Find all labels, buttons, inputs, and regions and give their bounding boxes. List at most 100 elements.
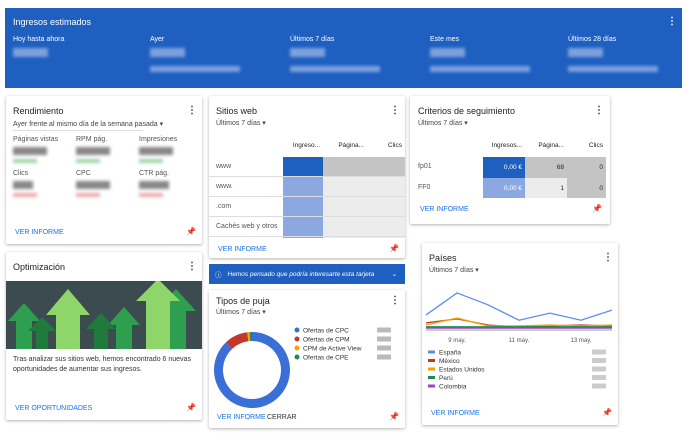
- criterios-card: Criterios de seguimiento ⋮ Últimos 7 día…: [410, 96, 610, 224]
- column-header[interactable]: Página...: [538, 141, 564, 149]
- puja-card: Tipos de puja ⋮ Últimos 7 días Ofertas d…: [209, 290, 405, 428]
- blurred-value: [592, 366, 606, 372]
- row-label: fp01: [418, 163, 432, 170]
- row-label: www.: [216, 183, 233, 190]
- cell: 0: [567, 157, 606, 178]
- cell: 0,00 €: [483, 157, 525, 178]
- legend-label: España: [439, 350, 461, 357]
- legend-label: Estados Unidos: [439, 367, 485, 374]
- card-title: Rendimiento: [13, 106, 64, 116]
- sitios-card: Sitios web ⋮ Últimos 7 días Ingreso... P…: [209, 96, 405, 258]
- illustration: [6, 281, 202, 349]
- period: Hoy hasta ahora: [13, 36, 65, 43]
- metric-label: Impresiones: [139, 136, 178, 143]
- menu[interactable]: ⋮: [390, 105, 400, 116]
- pie-slice: [247, 332, 251, 342]
- blurred-value: [377, 354, 391, 360]
- card-title: Optimización: [13, 262, 66, 272]
- period: Últimos 7 días: [290, 36, 335, 43]
- period: Últimos 28 días: [568, 36, 617, 43]
- banner-title: Ingresos estimados: [13, 17, 92, 27]
- pin[interactable]: 📌: [602, 408, 612, 417]
- legend-swatch: [294, 327, 300, 333]
- legend-swatch: [428, 359, 435, 362]
- series-line: [425, 317, 613, 327]
- menu[interactable]: ⋮: [594, 105, 604, 116]
- cell: 0: [567, 178, 606, 198]
- metric-label: CTR pág.: [139, 170, 169, 177]
- legend-label: CPM de Active View: [303, 346, 362, 353]
- column-header[interactable]: Ingresos...: [491, 141, 522, 149]
- pin[interactable]: 📌: [389, 244, 399, 253]
- selector[interactable]: Últimos 7 días: [216, 119, 266, 127]
- cell: 0,00 €: [483, 178, 525, 198]
- column-header[interactable]: Clics: [387, 141, 402, 149]
- x-tick-label: 9 may.: [448, 338, 466, 344]
- pin[interactable]: 📌: [592, 204, 602, 213]
- metric-label: Páginas vistas: [13, 136, 59, 143]
- link[interactable]: VER INFORME: [420, 206, 469, 213]
- legend-swatch: [428, 384, 435, 388]
- link[interactable]: VER INFORME: [217, 414, 266, 421]
- legend-label: Colombia: [439, 384, 467, 391]
- selector[interactable]: Ayer frente al mismo día de la semana pa…: [13, 120, 163, 128]
- x-tick-label: 13 may.: [571, 338, 592, 344]
- blurred-value: [592, 358, 606, 363]
- blurred-value: [592, 349, 606, 355]
- menu[interactable]: ⋮: [603, 252, 613, 263]
- card-title: Tipos de puja: [216, 296, 270, 306]
- column-header[interactable]: Ingreso...: [292, 141, 320, 149]
- period: Ayer: [150, 36, 165, 43]
- legend-swatch: [294, 336, 300, 342]
- blurred-value: [377, 336, 391, 342]
- card-title: Países: [429, 253, 457, 263]
- banner: Ingresos estimados ⋮ Hoy hasta ahora Aye…: [5, 8, 682, 88]
- notice[interactable]: ⓘ Hemos pensado que podría interesarte es…: [209, 264, 405, 284]
- selector[interactable]: Últimos 7 días: [418, 119, 468, 127]
- link[interactable]: VER INFORME: [431, 410, 480, 417]
- menu[interactable]: ⋮: [667, 16, 677, 27]
- optimizacion-card: Optimización ⋮ Tras analizar sus sitios …: [6, 252, 202, 420]
- link[interactable]: VER INFORME: [218, 246, 267, 253]
- blurred-value: [592, 375, 606, 380]
- row-label: .com: [216, 203, 232, 210]
- column-header[interactable]: Página...: [338, 141, 364, 149]
- row-label: Cachés web y otros: [216, 223, 278, 230]
- pin[interactable]: 📌: [186, 403, 196, 412]
- column-header[interactable]: Clics: [588, 141, 603, 149]
- pie-chart: Ofertas de CPC Ofertas de CPM CPM de Activ…: [214, 327, 391, 408]
- menu[interactable]: ⋮: [390, 295, 400, 306]
- legend-swatch: [294, 354, 300, 360]
- legend-label: Perú: [439, 375, 453, 382]
- menu[interactable]: ⋮: [187, 261, 197, 272]
- metric-label: CPC: [76, 170, 91, 177]
- notice-text: Hemos pensado que podría interesarte est…: [227, 270, 375, 278]
- cell: 1: [525, 178, 567, 198]
- menu[interactable]: ⋮: [187, 105, 197, 116]
- button[interactable]: CERRAR: [267, 414, 297, 421]
- selector[interactable]: Últimos 7 días: [429, 266, 479, 274]
- legend-swatch: [428, 350, 435, 354]
- x-tick-label: 11 may.: [509, 338, 530, 344]
- row-label: www: [216, 163, 232, 170]
- paises-card: Países ⋮ Últimos 7 días 9 may. 11 may. 13 …: [422, 243, 618, 425]
- description: Tras analizar sus sitios web, hemos enco…: [13, 356, 191, 373]
- period: Este mes: [430, 36, 460, 43]
- legend-label: Ofertas de CPM: [303, 337, 350, 344]
- pin[interactable]: 📌: [389, 412, 399, 421]
- blurred-value: [377, 345, 391, 351]
- pie-slice: [214, 332, 290, 408]
- card-title: Sitios web: [216, 106, 258, 116]
- row-label: FF0: [418, 184, 431, 191]
- link[interactable]: VER OPORTUNIDADES: [15, 405, 93, 412]
- selector[interactable]: Últimos 7 días: [216, 308, 266, 316]
- rendimiento-card: Rendimiento ⋮ Ayer frente al mismo día d…: [6, 96, 202, 244]
- legend-swatch: [428, 367, 435, 371]
- legend-swatch: [294, 345, 300, 351]
- pin[interactable]: 📌: [186, 227, 196, 236]
- link[interactable]: VER INFORME: [15, 229, 64, 236]
- blurred-value: [592, 383, 606, 389]
- pie-slice: [225, 332, 249, 349]
